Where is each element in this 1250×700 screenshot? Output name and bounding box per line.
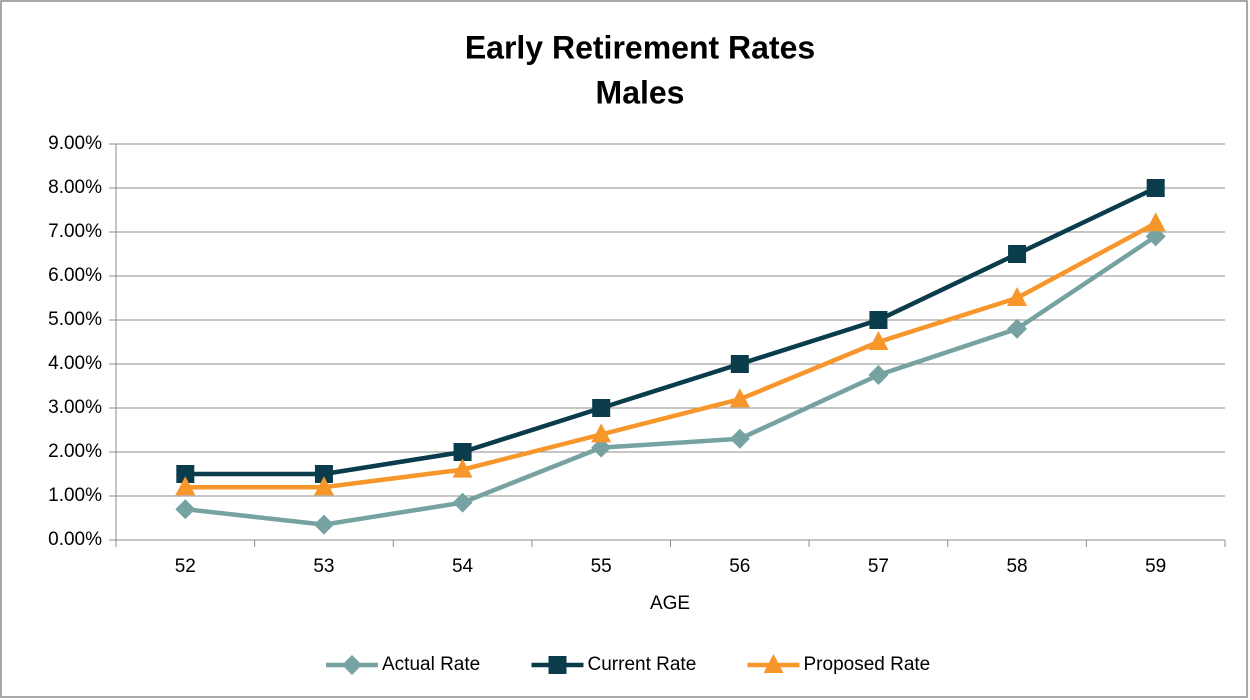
y-tick-label: 7.00%: [48, 221, 102, 242]
x-tick-label: 54: [452, 556, 474, 577]
marker: [591, 423, 612, 443]
y-tick-label: 5.00%: [48, 309, 102, 330]
marker: [176, 465, 195, 483]
marker: [729, 388, 750, 408]
chart-subtitle: Males: [596, 74, 685, 110]
legend-label: Proposed Rate: [804, 654, 931, 675]
x-tick-label: 55: [591, 556, 612, 577]
marker: [591, 437, 612, 458]
y-tick-label: 6.00%: [48, 265, 102, 286]
x-axis-label: AGE: [650, 593, 690, 614]
marker: [1007, 287, 1028, 306]
y-tick-label: 4.00%: [48, 353, 102, 374]
series-line: [185, 185, 1157, 477]
x-tick-label: 59: [1145, 556, 1166, 577]
marker: [592, 399, 611, 417]
marker: [1007, 318, 1028, 339]
legend-marker: [763, 654, 784, 673]
marker: [175, 499, 196, 520]
x-tick-label: 53: [313, 556, 334, 577]
legend-marker: [548, 656, 567, 674]
y-tick-label: 0.00%: [48, 529, 102, 550]
chart-title: Early Retirement Rates: [465, 29, 815, 65]
marker: [452, 458, 473, 478]
y-tick-label: 1.00%: [48, 485, 102, 506]
marker: [869, 311, 888, 329]
marker: [868, 365, 889, 385]
y-tick-label: 2.00%: [48, 441, 102, 462]
marker: [1008, 245, 1027, 263]
marker: [314, 465, 333, 483]
marker: [868, 331, 889, 350]
marker: [313, 514, 334, 535]
marker: [313, 476, 334, 496]
marker: [175, 476, 196, 496]
marker: [729, 428, 750, 449]
y-tick-label: 8.00%: [48, 177, 102, 198]
y-tick-label: 9.00%: [48, 133, 102, 154]
marker: [1146, 179, 1165, 197]
marker: [1145, 226, 1166, 247]
x-tick-label: 56: [729, 556, 750, 577]
series-line: [185, 234, 1157, 527]
series-line: [185, 221, 1157, 490]
marker: [1145, 212, 1166, 232]
y-tick-label: 3.00%: [48, 397, 102, 418]
marker: [730, 355, 749, 373]
legend-marker: [342, 655, 362, 675]
marker: [452, 492, 473, 513]
marker: [453, 443, 472, 461]
x-tick-label: 58: [1006, 556, 1027, 577]
legend-label: Actual Rate: [382, 654, 480, 675]
x-tick-label: 57: [868, 556, 889, 577]
legend-label: Current Rate: [588, 654, 697, 675]
x-tick-label: 52: [175, 556, 196, 577]
